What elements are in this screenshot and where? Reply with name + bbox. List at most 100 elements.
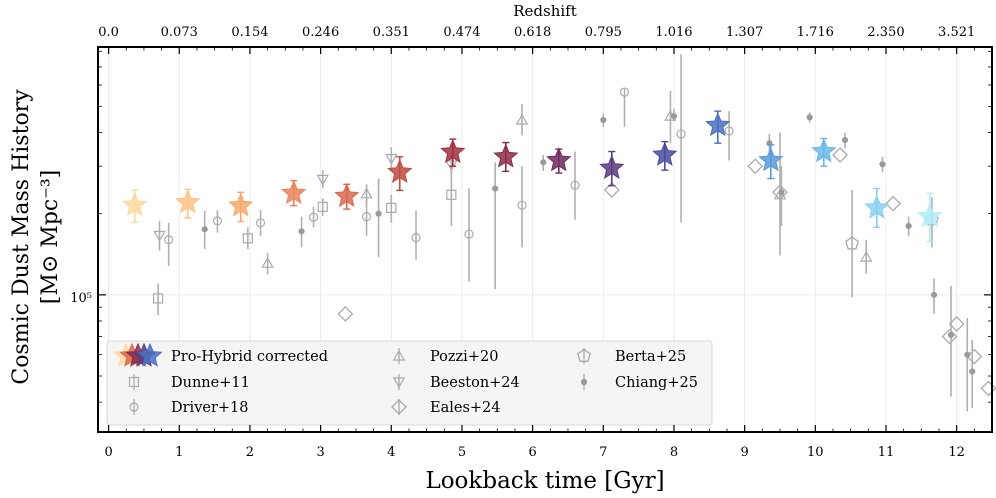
- x-tick-label: 8: [670, 445, 678, 460]
- star-marker: [440, 138, 466, 163]
- square-marker: [446, 189, 457, 200]
- diamond-marker: [337, 305, 354, 322]
- circle-marker: [570, 180, 580, 190]
- circle-marker: [724, 126, 734, 136]
- star-marker: [387, 158, 413, 183]
- star-marker: [864, 194, 890, 219]
- legend-label: Beeston+24: [430, 375, 520, 391]
- series-pro-hybrid-corrected: [122, 110, 943, 243]
- dot-marker: [375, 210, 382, 217]
- axes: 0 0.0 1 0.073 2 0.154 3 0.246 4 0.351 5 0.474 6 0.618…: [70, 25, 993, 460]
- dot-marker: [905, 222, 912, 230]
- dot-marker: [600, 116, 607, 124]
- triangle-up-marker: [360, 187, 373, 199]
- star-marker: [175, 189, 201, 214]
- circle-marker: [164, 235, 174, 245]
- diamond-marker: [772, 184, 788, 201]
- square-marker: [152, 293, 164, 304]
- legend-dot-marker: [580, 378, 588, 386]
- top-tick-label: 1.716: [797, 25, 834, 40]
- legend-label: Driver+18: [171, 400, 249, 416]
- diamond-marker: [747, 158, 764, 175]
- dot-marker: [670, 113, 678, 120]
- diamond-marker: [832, 147, 849, 163]
- star-marker: [758, 147, 784, 172]
- y-axis-title-line1: Cosmic Dust Mass History: [9, 89, 34, 385]
- dot-marker: [964, 351, 971, 358]
- legend-label: Eales+24: [430, 400, 501, 416]
- square-marker: [317, 201, 328, 212]
- square-marker: [386, 202, 397, 214]
- triangle-up-marker: [859, 250, 873, 262]
- legend-triangle-up-marker: [392, 349, 406, 361]
- dot-marker: [879, 161, 886, 168]
- star-marker: [228, 192, 254, 217]
- diamond-marker: [948, 315, 965, 332]
- dot-marker: [540, 159, 547, 166]
- circle-marker: [619, 87, 630, 97]
- y-tick-label: 10⁵: [70, 291, 92, 306]
- circle-marker: [411, 233, 421, 243]
- pentagon-marker: [845, 236, 860, 250]
- square-marker: [242, 233, 253, 244]
- circle-marker: [308, 212, 319, 222]
- series-chiang-25: [201, 108, 976, 412]
- x-tick-label: 10: [807, 445, 824, 460]
- series-eales-24: [337, 147, 996, 397]
- top-axis-title: Redshift: [513, 2, 577, 20]
- legend-diamond-marker: [391, 399, 407, 415]
- legend-square-marker: [128, 376, 140, 388]
- dot-marker: [930, 291, 938, 298]
- x-tick-label: 4: [387, 445, 395, 460]
- dot-marker: [969, 368, 976, 375]
- top-tick-label: 0.795: [585, 25, 622, 40]
- circle-marker: [212, 216, 223, 226]
- diamond-marker: [941, 328, 958, 345]
- x-tick-label: 5: [458, 445, 466, 460]
- legend: Pro-Hybrid corrected Dunne+11 Driver+18 Poz…: [106, 340, 713, 426]
- diamond-marker: [603, 181, 620, 198]
- triangle-down-marker: [385, 154, 398, 165]
- top-tick-label: 0.0: [98, 25, 119, 40]
- star-marker: [811, 138, 837, 163]
- top-tick-label: 0.474: [443, 25, 480, 40]
- legend-label: Dunne+11: [171, 375, 250, 391]
- top-tick-label: 1.016: [655, 25, 692, 40]
- triangle-down-marker: [153, 230, 166, 242]
- x-tick-label: 0: [104, 445, 112, 460]
- dot-marker: [806, 114, 813, 121]
- star-marker: [546, 147, 572, 172]
- dot-marker: [778, 189, 785, 196]
- x-tick-label: 3: [316, 445, 324, 460]
- star-marker: [334, 182, 360, 208]
- x-tick-label: 1: [175, 445, 183, 460]
- y-axis-title-line2: [M⊙ Mpc⁻³]: [38, 170, 63, 304]
- star-marker: [281, 179, 307, 205]
- legend-label: Chiang+25: [615, 375, 698, 391]
- dot-marker: [298, 228, 305, 235]
- x-axis-title: Lookback time [Gyr]: [425, 468, 664, 494]
- star-marker: [652, 141, 678, 166]
- star-marker: [599, 154, 625, 179]
- top-tick-label: 0.618: [514, 25, 551, 40]
- star-marker: [917, 203, 943, 228]
- top-tick-label: 1.307: [726, 25, 763, 40]
- star-marker: [122, 191, 148, 216]
- top-tick-label: 2.350: [867, 25, 904, 40]
- dot-marker: [947, 331, 955, 339]
- x-tick-label: 2: [246, 445, 254, 460]
- dot-marker: [201, 226, 208, 233]
- x-tick-label: 11: [878, 445, 895, 460]
- triangle-up-marker: [261, 257, 274, 268]
- series-pozzi-20: [261, 91, 873, 275]
- series-dunne-11: [152, 166, 457, 316]
- circle-marker: [255, 218, 266, 228]
- top-tick-label: 0.351: [373, 25, 410, 40]
- circle-marker: [517, 200, 527, 210]
- series-berta-25: [845, 189, 939, 298]
- diamond-marker: [980, 380, 996, 397]
- circle-marker: [676, 129, 686, 139]
- legend-circle-marker: [129, 402, 139, 412]
- legend-box: [106, 340, 713, 426]
